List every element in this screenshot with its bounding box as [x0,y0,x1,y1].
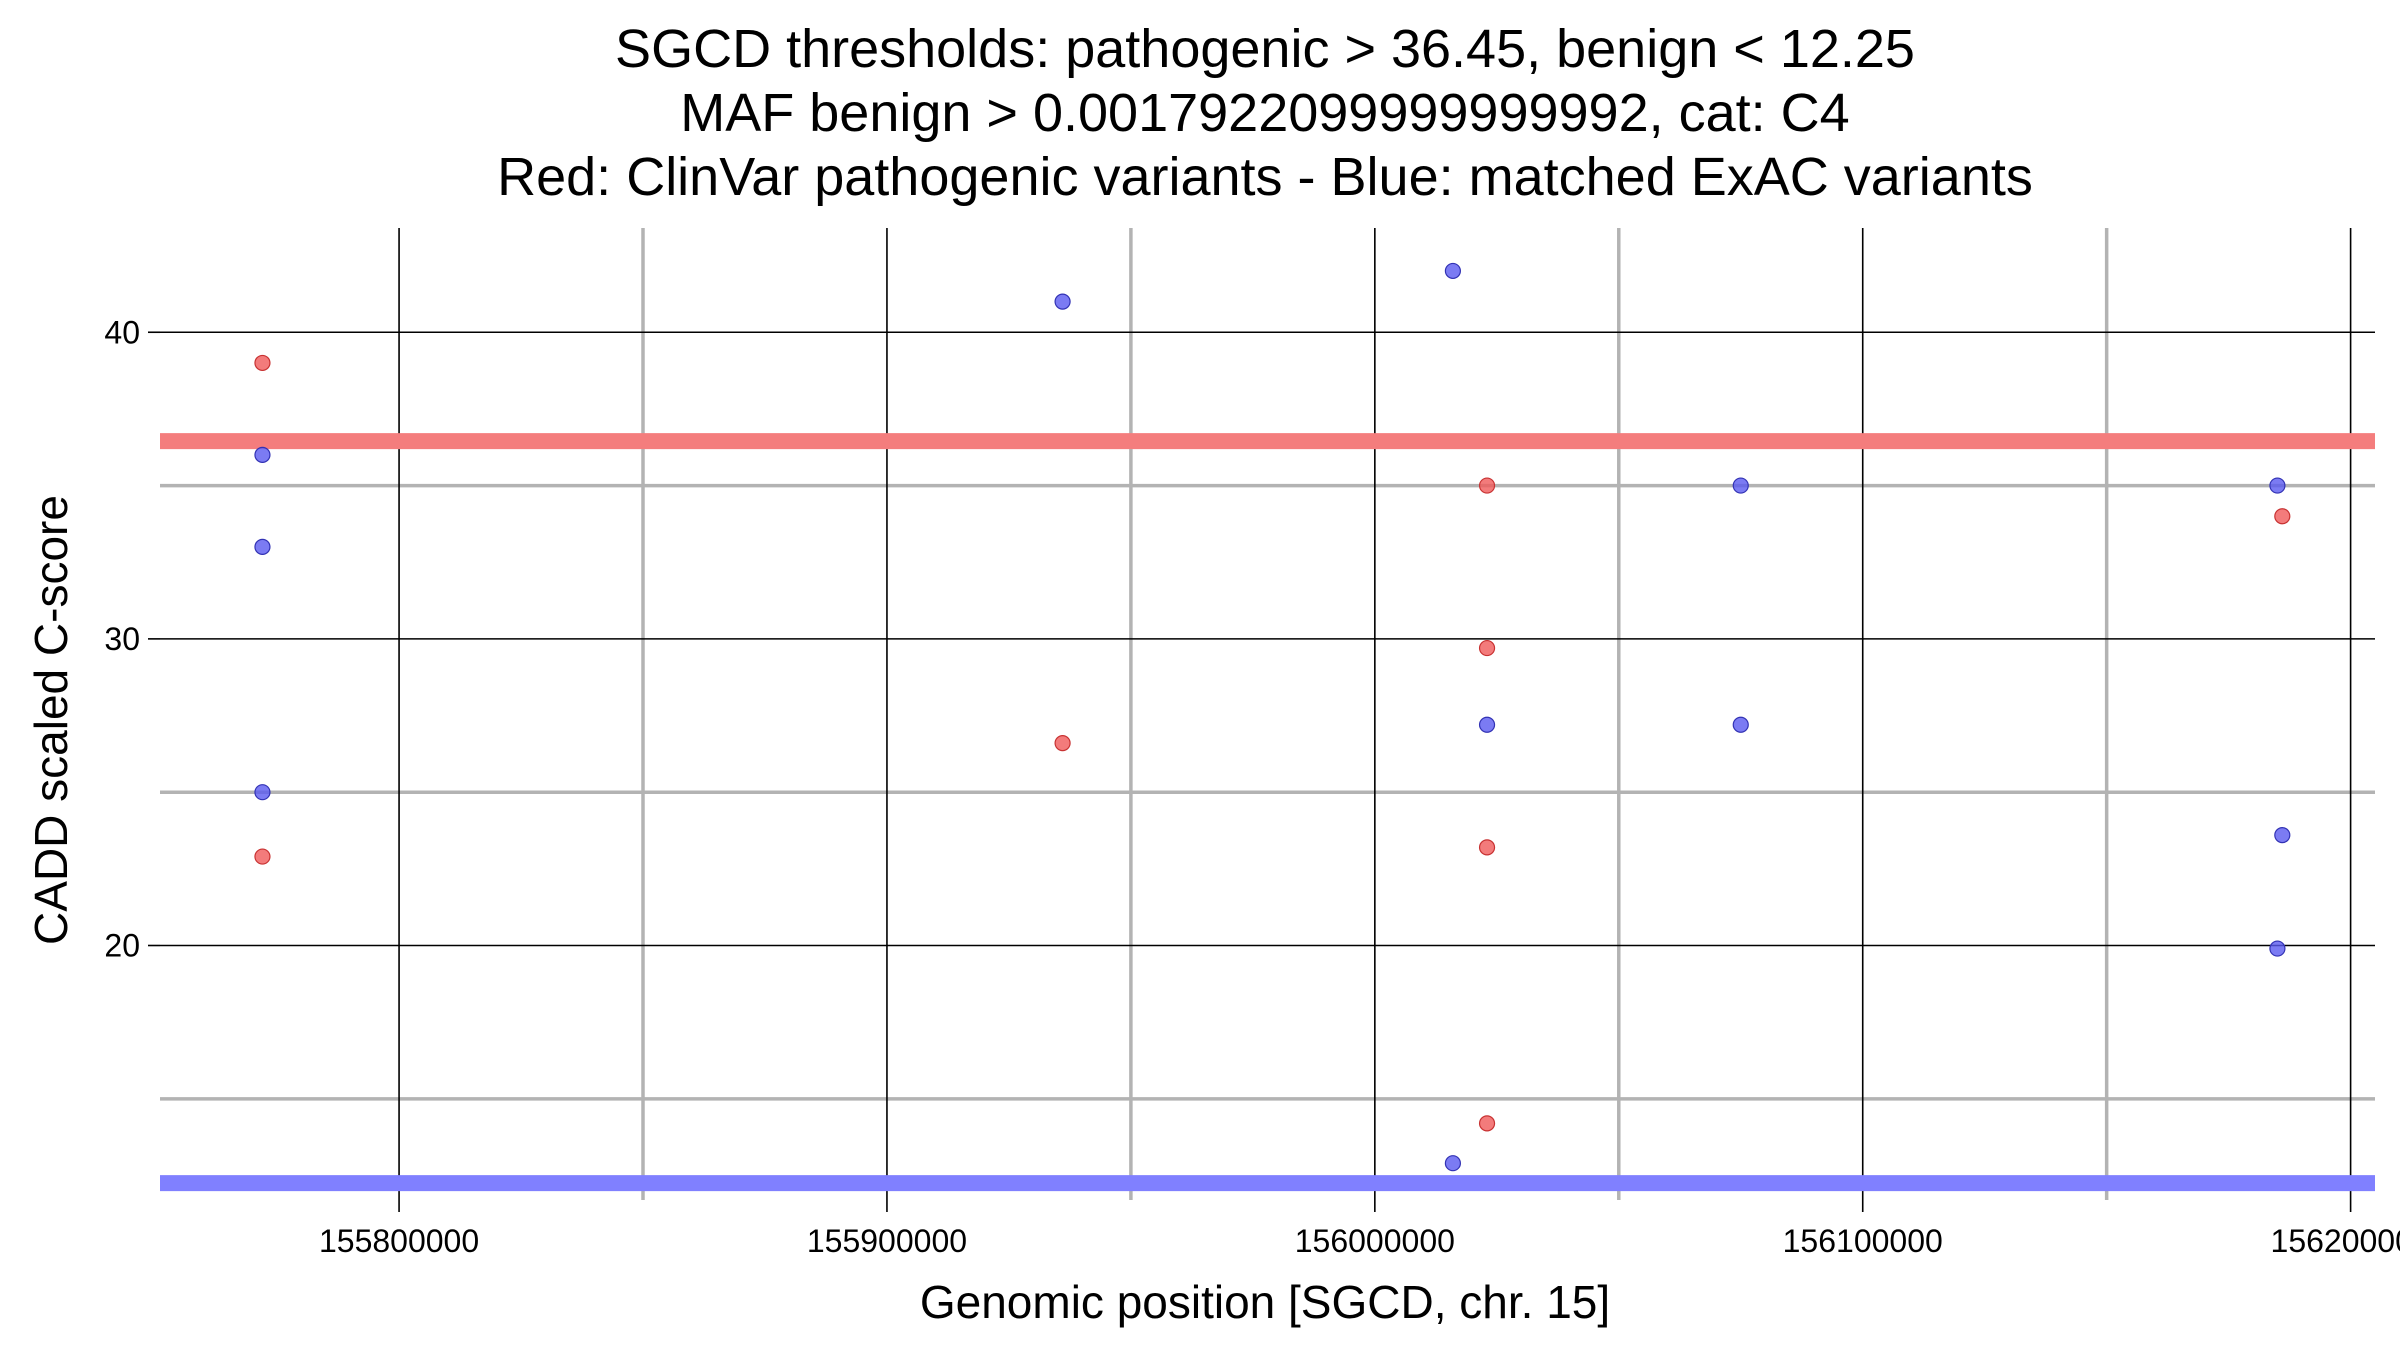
threshold-lines [160,433,2375,1192]
series-1-point-7 [1732,477,1749,494]
series-1-point-10 [2274,827,2291,844]
series-1-point-1 [254,538,271,555]
series-1-point-0 [254,446,271,464]
y-tick-label-0: 20 [104,928,140,964]
series-0-point-7 [2274,508,2291,525]
x-axis-label: Genomic position [SGCD, chr. 15] [920,1276,1610,1328]
axis-ticks: 155800000 155900000 156000000 156100000 1562… [104,314,2400,1259]
minor-gridlines [160,228,2375,1200]
chart-title-line-1: SGCD thresholds: pathogenic > 36.45, ben… [615,19,1915,79]
x-tick-label-2: 156000000 [1295,1223,1455,1259]
series-1-point-3 [1054,293,1071,310]
series-1-point-11 [2269,940,2286,957]
y-tick-label-1: 30 [104,621,140,657]
series-0-point-4 [1478,639,1496,657]
series-0-point-3 [1478,477,1496,494]
series-0-point-5 [1478,839,1496,856]
series-1-point-6 [1478,716,1496,733]
chart-title: SGCD thresholds: pathogenic > 36.45, ben… [497,19,2033,207]
series-1-point-4 [1444,262,1461,280]
x-tick-label-3: 156100000 [1783,1223,1943,1259]
series-0-point-0 [254,354,271,372]
series-1-point-2 [254,784,271,801]
x-tick-label-4: 156200000 [2271,1223,2400,1259]
series-1-point-9 [2269,477,2286,494]
data-points [254,262,2291,1172]
y-axis-label: CADD scaled C-score [25,495,77,945]
series-0-point-2 [1054,735,1071,752]
y-tick-label-2: 40 [104,314,140,350]
chart-title-line-3: Red: ClinVar pathogenic variants - Blue:… [497,147,2033,207]
major-gridlines [160,228,2375,1200]
series-1-point-5 [1444,1155,1461,1172]
x-tick-label-1: 155900000 [807,1223,967,1259]
series-0-point-6 [1478,1115,1496,1132]
series-0-point-1 [254,848,271,865]
series-1-point-8 [1732,716,1749,733]
chart-title-line-2: MAF benign > 0.0017922099999999992, cat:… [680,83,1849,143]
x-tick-label-0: 155800000 [319,1223,479,1259]
